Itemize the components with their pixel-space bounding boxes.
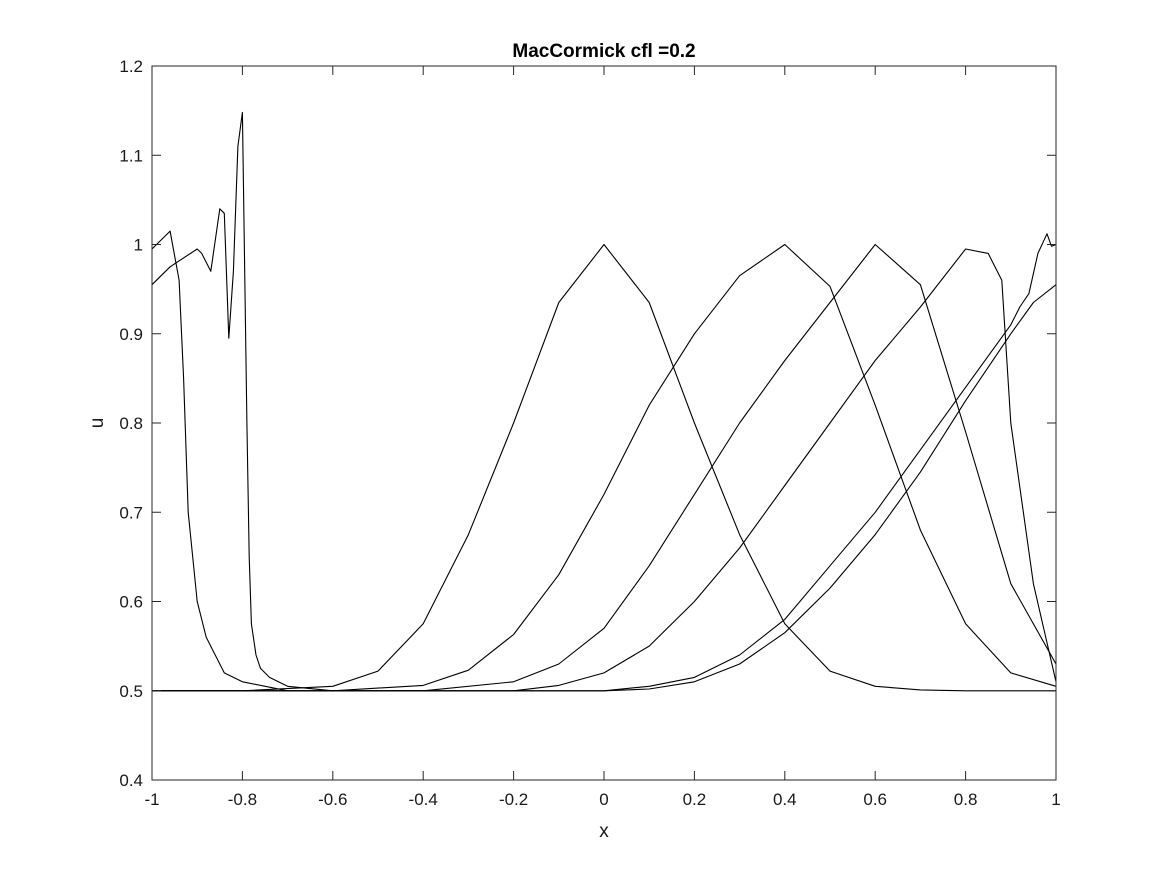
x-tick-label: -1	[144, 790, 159, 809]
x-tick-label: -0.6	[318, 790, 347, 809]
y-tick-label: 0.9	[119, 325, 143, 344]
series-line-5	[151, 230, 1057, 692]
x-tick-label: -0.8	[228, 790, 257, 809]
x-tick-label: -0.4	[409, 790, 438, 809]
x-tick-label: 0.2	[683, 790, 707, 809]
y-tick-label: 1.2	[119, 57, 143, 76]
x-tick-label: 0	[599, 790, 608, 809]
y-tick-label: 0.8	[119, 414, 143, 433]
plot-area	[152, 66, 1056, 780]
x-tick-label: 0.4	[773, 790, 797, 809]
x-axis-label: x	[599, 821, 609, 842]
series-line-2	[152, 243, 1057, 692]
x-axis: -1 -0.8 -0.6 -0.4 -0.2 0 0.2 0.4 0.6 0.8 1	[144, 66, 1061, 809]
y-tick-label: 1.1	[119, 146, 143, 165]
plot-frame	[151, 65, 1057, 781]
series-line-3	[152, 243, 1057, 692]
series-group	[151, 111, 1057, 692]
series-line-6	[151, 111, 1057, 692]
y-axis-label: u	[87, 418, 108, 429]
chart-title: MacCormick cfl =0.2	[512, 41, 695, 62]
y-tick-label: 1	[134, 236, 143, 255]
y-tick-label: 0.4	[119, 771, 143, 790]
y-tick-label: 0.7	[119, 503, 143, 522]
x-tick-label: 0.6	[863, 790, 887, 809]
series-line-4	[152, 248, 1057, 692]
y-tick-label: 0.6	[119, 593, 143, 612]
x-tick-label: 1	[1051, 790, 1060, 809]
x-tick-label: -0.2	[499, 790, 528, 809]
y-tick-label: 0.5	[119, 682, 143, 701]
y-axis: 0.4 0.5 0.6 0.7 0.8 0.9 1 1.1 1.2	[119, 57, 1056, 790]
x-tick-label: 0.8	[954, 790, 978, 809]
series-line-1	[152, 243, 1056, 692]
